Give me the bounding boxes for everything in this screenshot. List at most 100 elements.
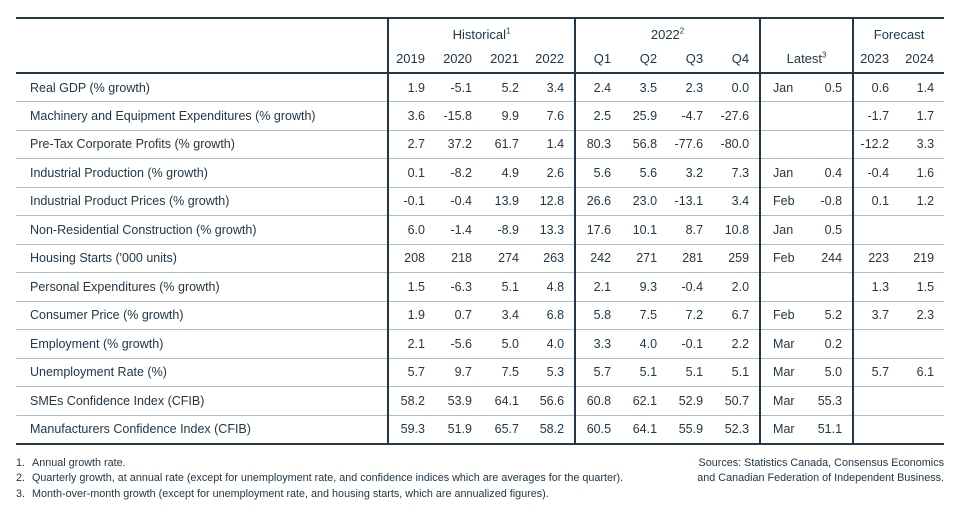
table-row: Personal Expenditures (% growth) 1.5 -6.3 5…	[16, 272, 945, 301]
latest-value	[802, 129, 854, 159]
quarter-value: 6.7	[713, 300, 761, 330]
quarter-value: 60.5	[574, 414, 622, 444]
table-body: Real GDP (% growth) 1.9 -5.1 5.2 3.4 2.4 3.5 2.…	[16, 72, 945, 444]
footnote-2-number: 2.	[16, 472, 26, 485]
row-label: Non-Residential Construction (% growth)	[16, 215, 388, 244]
quarter-value: 5.1	[713, 357, 761, 387]
quarter-value: -77.6	[667, 129, 714, 159]
quarter-value: 17.6	[574, 215, 622, 244]
forecast-value: 6.1	[899, 357, 945, 387]
forecast-value: 223	[852, 243, 900, 273]
forecast-value: 1.4	[899, 72, 945, 102]
latest-month: Mar	[759, 329, 803, 358]
quarter-value: 242	[574, 243, 622, 273]
forecast-value: 0.6	[852, 72, 900, 102]
sources-line-1: Sources: Statistics Canada, Consensus Ec…	[698, 456, 944, 469]
year-2022-group-label: 2022	[650, 26, 680, 42]
year-header-row: 2019 2020 2021 2022 Q1 Q2 Q3 Q4 2023 202…	[16, 45, 945, 74]
economic-indicators-table: Historical1 20222 Latest3 Forecast 2019 …	[16, 17, 945, 445]
forecast-value: -1.7	[852, 101, 900, 130]
table-row: Real GDP (% growth) 1.9 -5.1 5.2 3.4 2.4 3.5 2.…	[16, 72, 945, 102]
latest-month: Feb	[759, 186, 803, 216]
quarter-value: 23.0	[621, 186, 668, 216]
forecast-value	[852, 329, 900, 358]
quarter-value: 7.2	[667, 300, 714, 330]
quarter-value: 25.9	[621, 101, 668, 130]
quarter-value: -4.7	[667, 101, 714, 130]
latest-month	[759, 101, 803, 130]
forecast-value: -0.4	[852, 158, 900, 187]
sources-line-2: and Canadian Federation of Independent B…	[697, 472, 944, 485]
quarter-value: 3.3	[574, 329, 622, 358]
forecast-value	[899, 329, 945, 358]
quarter-value: 56.8	[621, 129, 668, 159]
forecast-value	[899, 414, 945, 444]
historical-group-header: Historical1	[386, 18, 576, 45]
latest-month: Feb	[759, 300, 803, 330]
year-header-2020: 2020	[435, 45, 482, 74]
table-row: Industrial Product Prices (% growth) -0.1…	[16, 186, 945, 216]
historical-value: 274	[482, 243, 529, 273]
row-label: Consumer Price (% growth)	[16, 300, 388, 330]
quarter-value: 0.0	[713, 72, 761, 102]
historical-value: 0.7	[435, 300, 482, 330]
footnote-3-text: Month-over-month growth (except for unem…	[32, 487, 549, 500]
forecast-value	[899, 215, 945, 244]
table-header: Historical1 20222 Latest3 Forecast 2019 …	[16, 18, 945, 74]
footnote-3-number: 3.	[16, 487, 26, 500]
latest-column-header: Latest3	[759, 18, 855, 74]
forecast-value: 0.1	[852, 186, 900, 216]
forecast-group-header: Forecast	[852, 18, 945, 45]
quarter-value: -0.4	[667, 272, 714, 301]
latest-month: Mar	[759, 414, 803, 444]
quarter-value: 62.1	[621, 386, 668, 415]
table-row: Machinery and Equipment Expenditures (% …	[16, 101, 945, 130]
quarter-value: 10.8	[713, 215, 761, 244]
latest-value: 0.4	[802, 158, 854, 187]
footnote-1: 1. Annual growth rate.	[16, 456, 623, 472]
historical-value: 7.5	[482, 357, 529, 387]
latest-value	[802, 272, 854, 301]
historical-value: 7.6	[529, 101, 576, 130]
historical-value: 65.7	[482, 414, 529, 444]
quarter-value: 3.4	[713, 186, 761, 216]
historical-value: 5.7	[387, 357, 435, 387]
quarter-value: 2.2	[713, 329, 761, 358]
historical-value: 3.4	[482, 300, 529, 330]
forecast-value: 1.2	[899, 186, 945, 216]
historical-value: -1.4	[435, 215, 482, 244]
latest-value: 5.2	[802, 300, 854, 330]
forecast-value: 219	[899, 243, 945, 273]
row-label: Unemployment Rate (%)	[16, 357, 388, 387]
quarter-value: 259	[713, 243, 761, 273]
quarter-header-q4: Q4	[713, 45, 761, 74]
footnote-2: 2. Quarterly growth, at annual rate (exc…	[16, 471, 623, 487]
historical-value: 1.9	[387, 72, 435, 102]
forecast-header-2023: 2023	[852, 45, 900, 74]
quarter-value: 55.9	[667, 414, 714, 444]
historical-value: 13.9	[482, 186, 529, 216]
quarter-value: 26.6	[574, 186, 622, 216]
historical-value: 9.7	[435, 357, 482, 387]
row-label: Real GDP (% growth)	[16, 72, 388, 102]
quarter-value: 2.0	[713, 272, 761, 301]
historical-value: 9.9	[482, 101, 529, 130]
forecast-value: 1.5	[899, 272, 945, 301]
forecast-group-label: Forecast	[873, 26, 925, 42]
quarter-value: -0.1	[667, 329, 714, 358]
row-label: Industrial Product Prices (% growth)	[16, 186, 388, 216]
forecast-header-2024: 2024	[899, 45, 945, 74]
historical-value: 263	[529, 243, 576, 273]
historical-value: 6.8	[529, 300, 576, 330]
historical-value: 4.0	[529, 329, 576, 358]
latest-value: -0.8	[802, 186, 854, 216]
quarter-value: 5.7	[574, 357, 622, 387]
quarter-value: 7.3	[713, 158, 761, 187]
corner-cell	[16, 18, 388, 74]
historical-value: 1.4	[529, 129, 576, 159]
latest-month: Jan	[759, 158, 803, 187]
latest-label: Latest	[786, 51, 823, 66]
quarter-value: 52.9	[667, 386, 714, 415]
forecast-value: -12.2	[852, 129, 900, 159]
historical-value: 4.9	[482, 158, 529, 187]
